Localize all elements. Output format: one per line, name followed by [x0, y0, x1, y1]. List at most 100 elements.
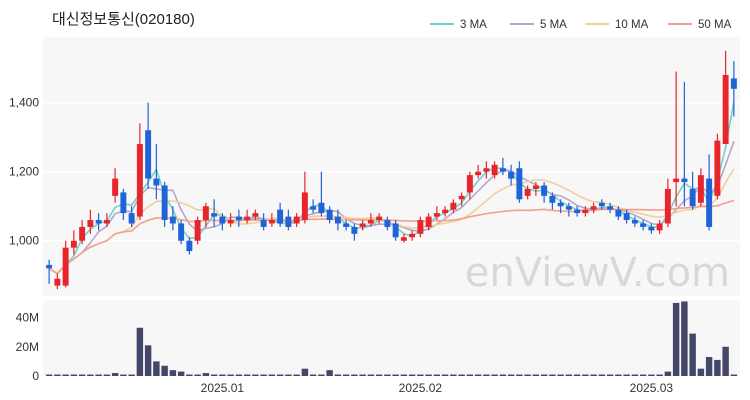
volume-bar	[45, 374, 53, 376]
candle-body	[268, 220, 275, 224]
candle	[458, 192, 465, 207]
volume-tick-label: 40M	[16, 311, 39, 325]
candle-body	[318, 202, 325, 214]
candle-body	[194, 220, 201, 241]
volume-bar	[384, 374, 391, 376]
candle-body	[178, 223, 185, 241]
candle-body	[260, 220, 267, 227]
volume-bar	[524, 374, 531, 376]
volume-bar	[466, 374, 474, 376]
candle-body	[120, 192, 127, 214]
candle	[120, 188, 127, 221]
candle-body	[70, 240, 77, 248]
candle	[508, 164, 515, 186]
volume-bar	[161, 365, 168, 376]
volume-bar	[359, 374, 366, 376]
volume-bar	[62, 374, 69, 376]
candle-body	[95, 220, 102, 224]
volume-bar	[194, 374, 201, 376]
candle-body	[326, 209, 333, 221]
candle	[169, 206, 176, 231]
candle-body	[607, 206, 614, 210]
candle	[483, 161, 490, 179]
volume-bar	[458, 374, 465, 376]
chart-title: 대신정보통신(020180)	[52, 11, 195, 28]
candle-body	[640, 223, 647, 227]
candle	[499, 157, 506, 176]
x-tick-label: 2025.01	[201, 381, 245, 395]
candle-body	[722, 74, 729, 145]
volume-bar	[301, 368, 309, 376]
candle	[673, 71, 680, 207]
candle-body	[425, 216, 432, 227]
volume-bar	[656, 374, 663, 376]
candle	[466, 171, 473, 200]
candle	[219, 213, 226, 231]
volume-bar	[582, 374, 589, 376]
candle	[409, 230, 416, 241]
volume-bar	[573, 374, 581, 376]
candle-body	[499, 168, 506, 172]
candle	[145, 102, 152, 189]
candle	[442, 206, 449, 217]
volume-bar	[177, 371, 185, 376]
candle-body	[136, 144, 143, 217]
candle-body	[293, 216, 300, 224]
candle	[153, 144, 160, 200]
volume-bar	[268, 374, 276, 376]
candle	[516, 161, 523, 203]
volume-bar	[219, 374, 226, 376]
candle-body	[202, 206, 209, 221]
candle-body	[367, 220, 374, 224]
candle	[87, 209, 94, 234]
candle-body	[46, 264, 53, 269]
volume-bar	[483, 374, 490, 376]
candle	[714, 133, 721, 200]
candle	[301, 171, 308, 224]
volume-bar	[227, 374, 234, 376]
volume-bar	[615, 374, 622, 376]
volume-bar	[722, 346, 729, 376]
volume-bar	[326, 370, 333, 376]
candle	[623, 209, 630, 224]
volume-bar	[532, 374, 540, 376]
volume-bar	[689, 333, 696, 376]
candle-body	[392, 223, 399, 238]
candle	[565, 202, 572, 217]
volume-bar	[54, 374, 61, 376]
candle	[318, 171, 325, 217]
candle-body	[714, 140, 721, 196]
candle-body	[458, 195, 465, 200]
candle	[103, 213, 110, 227]
candle	[136, 123, 143, 221]
candle-body	[475, 171, 482, 176]
candle-body	[153, 178, 160, 186]
legend-label: 5 MA	[540, 19, 567, 31]
candle	[70, 230, 77, 255]
candle	[582, 206, 589, 217]
volume-bar	[516, 374, 523, 376]
candle-body	[145, 130, 152, 179]
volume-bar	[425, 374, 432, 376]
candle	[244, 209, 251, 224]
candle-body	[689, 188, 696, 207]
candle-body	[549, 195, 556, 203]
candle-body	[211, 213, 218, 217]
candle	[524, 185, 531, 200]
candle	[532, 182, 539, 196]
candle	[681, 81, 688, 207]
volume-bar	[681, 301, 688, 376]
candle-body	[565, 206, 572, 210]
legend-label: 10 MA	[615, 19, 649, 31]
candle	[656, 220, 663, 234]
volume-bar	[417, 374, 424, 376]
candle	[598, 199, 605, 210]
volume-bar	[408, 374, 416, 376]
candle	[194, 216, 201, 245]
volume-bar	[697, 368, 705, 376]
candle	[252, 209, 259, 221]
candle	[367, 213, 374, 227]
volume-bar	[318, 374, 325, 376]
volume-bar	[103, 374, 111, 376]
